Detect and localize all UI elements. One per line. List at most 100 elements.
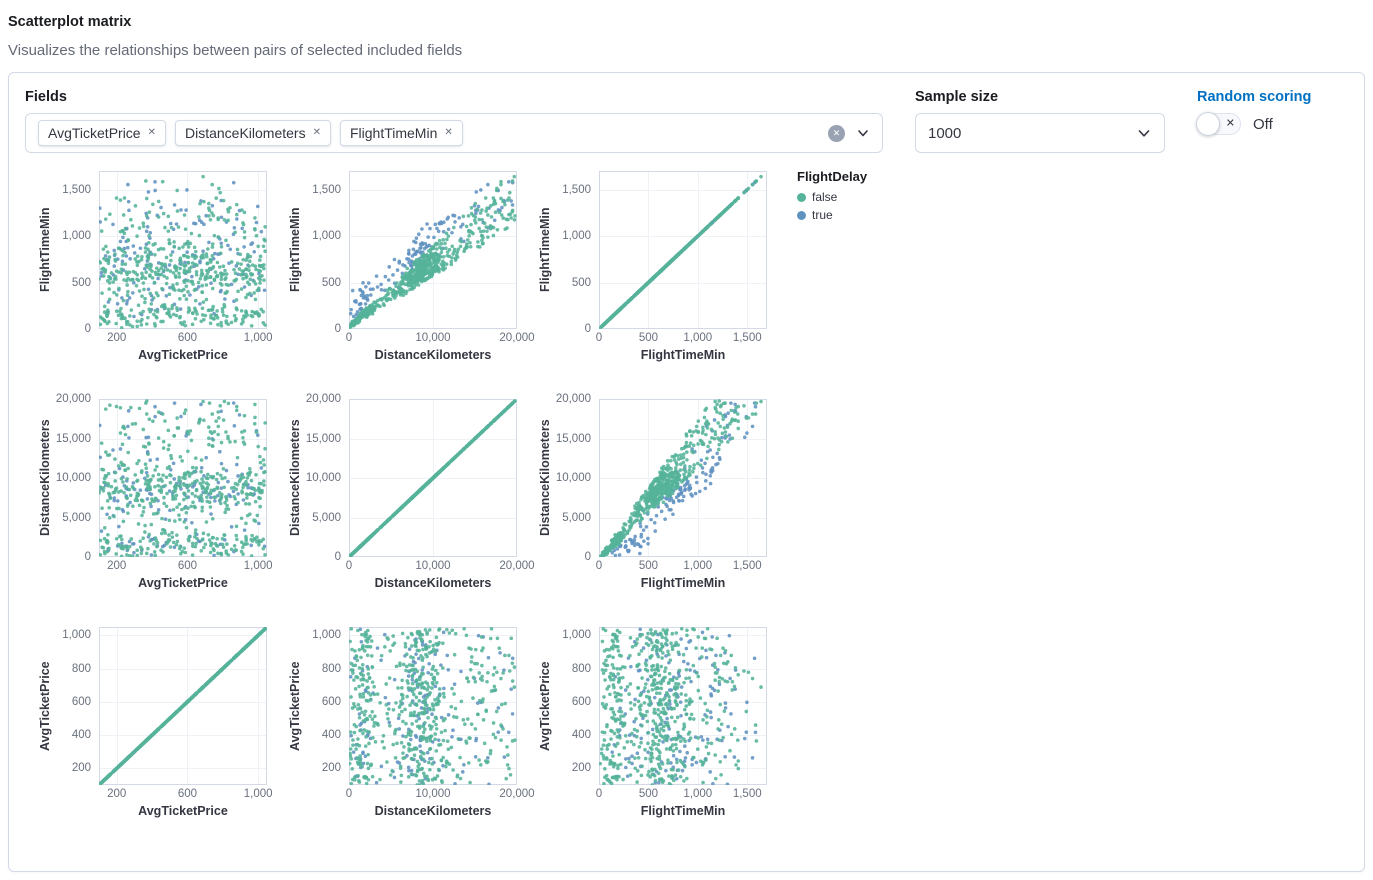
scatterplot-cell: AvgTicketPrice 200 400 600 800 1,000 200 600 1,0… — [37, 627, 273, 823]
axis-tick-label: 1,000 — [62, 230, 91, 243]
x-axis-title: FlightTimeMin — [640, 576, 726, 590]
combo-actions: ✕ — [828, 124, 870, 142]
scatterplot-canvas[interactable] — [599, 627, 767, 785]
axis-tick-label: 200 — [321, 762, 341, 775]
axis-tick-label: 1,000 — [243, 560, 273, 572]
legend-dot-false — [797, 192, 806, 202]
scatterplot-plot — [349, 399, 517, 557]
axis-tick-label: 800 — [71, 662, 91, 675]
matrix-row: AvgTicketPrice 200 400 600 800 1,000 200 600 1,0… — [37, 627, 1348, 823]
remove-field-icon[interactable]: ✕ — [147, 127, 156, 138]
x-axis-title: FlightTimeMin — [640, 804, 726, 818]
scatterplot-plot — [349, 627, 517, 785]
sample-size-control: Sample size 1000 — [915, 89, 1165, 153]
scatterplot-plot — [599, 171, 767, 329]
x-axis-ticks: 200 600 1,000 — [99, 785, 272, 801]
x-axis-title: AvgTicketPrice — [138, 348, 228, 362]
clear-all-fields-button[interactable]: ✕ — [828, 124, 845, 142]
scatterplot-canvas[interactable] — [349, 399, 517, 557]
matrix-row: DistanceKilometers 0 5,000 10,000 15,000 20,0… — [37, 393, 1348, 595]
scatterplot-cell: AvgTicketPrice 200 400 600 800 1,000 0 10,000 20… — [287, 627, 535, 823]
axis-tick-label: 10,000 — [55, 472, 91, 484]
scatterplot-canvas[interactable] — [349, 627, 517, 785]
page-subtitle: Visualizes the relationships between pai… — [8, 42, 463, 59]
x-axis-ticks: 0 500 1,000 1,500 — [596, 557, 767, 573]
legend-label: false — [812, 190, 838, 204]
y-axis-title: FlightTimeMin — [288, 207, 302, 293]
remove-field-icon[interactable]: ✕ — [444, 127, 453, 138]
x-axis-ticks: 200 600 1,000 — [99, 557, 272, 573]
scatterplot-canvas[interactable] — [599, 399, 767, 557]
sample-size-label: Sample size — [915, 89, 999, 105]
scatterplot-plot — [99, 627, 267, 785]
axis-tick-label: 1,500 — [62, 183, 91, 196]
scatterplot-cell: FlightTimeMin 0 500 1,000 1,500 0 10,000 20,000… — [287, 171, 535, 367]
chevron-down-icon[interactable] — [856, 126, 870, 140]
axis-tick-label: 1,500 — [562, 183, 591, 196]
axis-tick-label: 10,000 — [415, 788, 451, 800]
axis-tick-label: 0 — [584, 323, 591, 335]
legend-item[interactable]: true — [797, 208, 867, 222]
axis-tick-label: 0 — [595, 788, 603, 800]
scatterplot-canvas[interactable] — [99, 171, 267, 329]
axis-tick-label: 1,000 — [243, 788, 273, 800]
y-axis-title: FlightTimeMin — [538, 207, 552, 293]
chevron-down-icon — [1136, 125, 1152, 141]
legend-label: true — [812, 208, 833, 222]
axis-tick-label: 0 — [345, 560, 353, 572]
chart-legend: FlightDelay false true — [797, 169, 867, 226]
axis-tick-label: 500 — [321, 276, 341, 289]
y-axis-title: AvgTicketPrice — [538, 661, 552, 751]
random-scoring-state: Off — [1253, 115, 1273, 133]
field-pill-label: AvgTicketPrice — [48, 125, 141, 141]
random-scoring-label[interactable]: Random scoring — [1197, 89, 1312, 105]
axis-tick-label: 20,000 — [555, 393, 591, 405]
axis-tick-label: 400 — [571, 729, 591, 742]
scatterplot-canvas[interactable] — [599, 171, 767, 329]
field-pill[interactable]: FlightTimeMin ✕ — [339, 120, 463, 146]
scatterplot-canvas[interactable] — [99, 627, 267, 785]
random-scoring-toggle[interactable]: ✕ — [1196, 112, 1241, 136]
scatterplot-canvas[interactable] — [349, 171, 517, 329]
axis-tick-label: 200 — [107, 560, 127, 572]
field-pill[interactable]: DistanceKilometers ✕ — [174, 120, 331, 146]
axis-tick-label: 1,000 — [312, 629, 341, 642]
x-axis-title: FlightTimeMin — [640, 348, 726, 362]
random-scoring-switch-row: ✕ Off — [1196, 112, 1311, 136]
sample-size-value: 1000 — [928, 124, 962, 142]
scatterplot-plot — [599, 627, 767, 785]
axis-tick-label: 1,000 — [683, 788, 713, 800]
field-pill[interactable]: AvgTicketPrice ✕ — [38, 120, 166, 146]
axis-tick-label: 15,000 — [55, 432, 91, 445]
toggle-off-icon: ✕ — [1225, 117, 1235, 130]
x-axis-ticks: 0 500 1,000 1,500 — [595, 785, 767, 801]
axis-tick-label: 600 — [177, 788, 197, 800]
axis-tick-label: 1,000 — [562, 230, 591, 243]
x-axis-ticks: 0 10,000 20,000 — [346, 785, 535, 801]
scatterplot-cell: DistanceKilometers 0 5,000 10,000 15,000 20,0… — [537, 393, 767, 595]
scatterplot-canvas[interactable] — [99, 399, 267, 557]
y-axis-ticks: 0 5,000 10,000 15,000 20,000 — [303, 393, 349, 563]
sample-size-select[interactable]: 1000 — [915, 113, 1165, 153]
axis-tick-label: 600 — [321, 695, 341, 708]
axis-tick-label: 20,000 — [499, 560, 535, 572]
axis-tick-label: 15,000 — [555, 432, 591, 445]
toggle-knob — [1196, 112, 1220, 136]
scatterplot-cell: FlightTimeMin 0 500 1,000 1,500 200 600 1,000 Av… — [37, 171, 273, 367]
y-axis-ticks: 200 400 600 800 1,000 — [53, 627, 99, 785]
x-axis-title: AvgTicketPrice — [138, 804, 228, 818]
remove-field-icon[interactable]: ✕ — [312, 127, 321, 138]
controls-row: Fields AvgTicketPrice ✕ DistanceKilomete… — [25, 89, 1348, 153]
axis-tick-label: 1,500 — [312, 183, 341, 196]
axis-tick-label: 200 — [571, 762, 591, 775]
axis-tick-label: 10,000 — [305, 472, 341, 484]
legend-dot-true — [797, 210, 806, 220]
axis-tick-label: 0 — [584, 551, 591, 563]
legend-item[interactable]: false — [797, 190, 867, 204]
axis-tick-label: 5,000 — [62, 511, 91, 524]
axis-tick-label: 500 — [638, 788, 658, 800]
axis-tick-label: 10,000 — [415, 332, 451, 344]
axis-tick-label: 20,000 — [499, 788, 535, 800]
fields-combobox[interactable]: AvgTicketPrice ✕ DistanceKilometers ✕ Fl… — [25, 113, 883, 153]
axis-tick-label: 1,500 — [732, 332, 762, 344]
